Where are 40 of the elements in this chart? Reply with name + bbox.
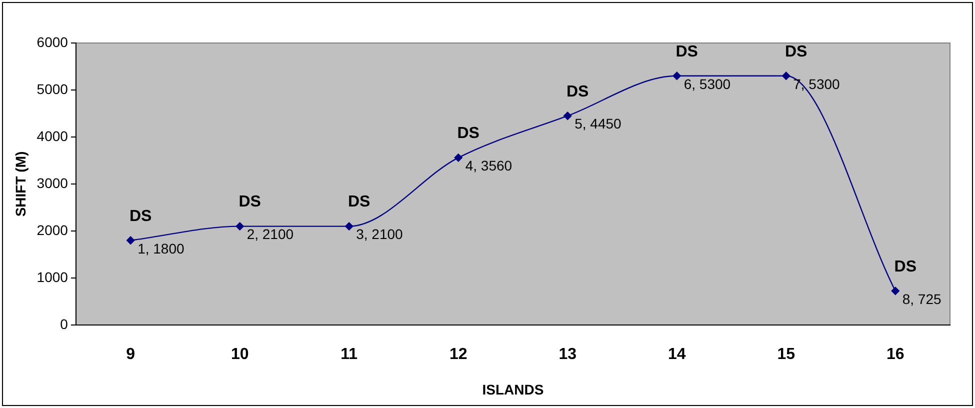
y-tick-label: 0 xyxy=(60,316,68,332)
point xyxy=(672,72,681,80)
annotation: DS xyxy=(129,208,152,225)
annotation: DS xyxy=(348,194,371,211)
y-tick-label: 1000 xyxy=(36,268,68,285)
x-tick-label: 12 xyxy=(449,346,468,364)
point xyxy=(344,222,354,230)
y-tick-label: 3000 xyxy=(36,174,68,191)
point xyxy=(564,112,572,120)
point xyxy=(126,236,135,244)
x-tick-label: 14 xyxy=(668,346,686,364)
data-label: 8, 725 xyxy=(902,290,942,307)
x-tick-label: 9 xyxy=(126,346,136,364)
x-tick-label: 15 xyxy=(777,346,796,364)
data-label: 1, 1800 xyxy=(138,240,184,256)
y-tick-label: 5000 xyxy=(36,80,68,97)
y-tick-label: 6000 xyxy=(36,34,68,50)
x-axis-title: ISLANDS xyxy=(482,381,544,398)
point xyxy=(454,154,462,162)
annotation: DS xyxy=(566,83,590,100)
point xyxy=(782,72,790,80)
y-axis-title: SHIFT (M) xyxy=(12,151,28,217)
data-label: 6, 5300 xyxy=(684,76,731,92)
data-label: 3, 2100 xyxy=(356,226,404,242)
x-tick-label: 16 xyxy=(886,346,904,364)
data-label: 5, 4450 xyxy=(574,116,622,132)
y-tick-label: 2000 xyxy=(36,222,68,238)
annotation: DS xyxy=(457,125,480,142)
data-label: 2, 2100 xyxy=(246,226,294,242)
point xyxy=(236,222,244,230)
x-tick-label: 13 xyxy=(558,346,577,364)
annotation: DS xyxy=(894,258,917,276)
annotation: DS xyxy=(784,43,808,60)
annotation: DS xyxy=(238,194,262,211)
x-tick-label: 10 xyxy=(230,346,249,364)
y-tick-label: 4000 xyxy=(36,128,68,144)
annotation: DS xyxy=(676,43,698,60)
data-label: 4, 3560 xyxy=(465,158,512,174)
point xyxy=(891,286,900,296)
x-tick-label: 11 xyxy=(340,346,358,364)
